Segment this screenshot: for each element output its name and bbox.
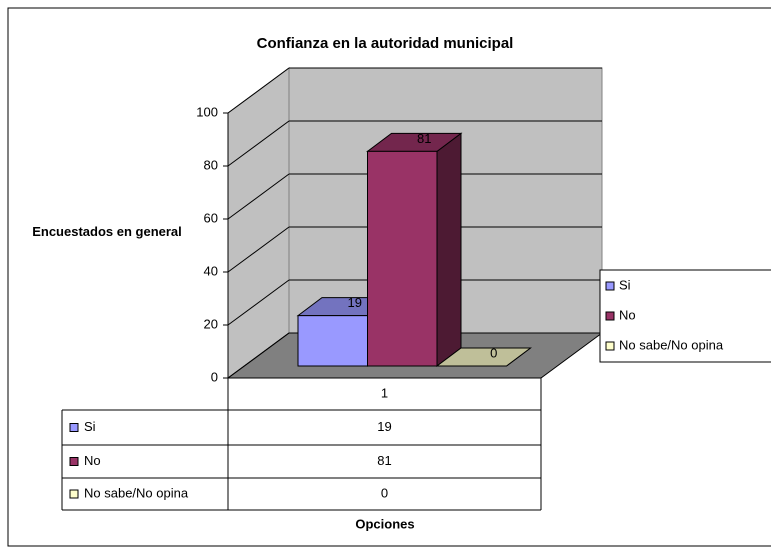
legend-swatch <box>605 341 615 351</box>
table-cell: 19 <box>377 419 391 434</box>
x-tick-label: 1 <box>381 385 388 400</box>
legend-box <box>599 269 771 363</box>
y-axis-label: Encuestados en general <box>32 224 182 239</box>
y-tick-label: 60 <box>204 210 218 225</box>
grid-line <box>227 226 290 273</box>
table-cell: 81 <box>377 453 391 468</box>
legend-swatch <box>605 311 615 321</box>
y-tick-label: 40 <box>204 263 218 278</box>
grid-line <box>227 173 290 220</box>
table-row-label: No sabe/No opina <box>84 485 189 500</box>
grid-line <box>227 279 290 326</box>
x-axis-label: Opciones <box>355 516 414 531</box>
legend-swatch <box>605 281 615 291</box>
table-row-label: No <box>84 453 101 468</box>
table-swatch <box>69 489 79 499</box>
y-tick-label: 80 <box>204 157 218 172</box>
bar <box>367 150 438 367</box>
side-wall <box>227 67 290 379</box>
legend-label: No <box>619 307 636 322</box>
y-tick-label: 0 <box>211 369 218 384</box>
data-label: 0 <box>490 345 497 360</box>
grid-line <box>227 67 290 114</box>
chart-title: Confianza en la autoridad municipal <box>257 35 514 52</box>
legend-label: No sabe/No opina <box>619 337 724 352</box>
table-swatch <box>69 423 79 432</box>
bar-side <box>436 132 462 367</box>
table-row-label: Si <box>84 419 96 434</box>
data-label: 81 <box>417 131 431 146</box>
grid-line <box>227 332 290 379</box>
legend-label: Si <box>619 277 631 292</box>
y-tick-label: 100 <box>196 104 218 119</box>
bar-top <box>435 347 532 367</box>
grid-line <box>227 120 290 167</box>
table-cell: 0 <box>381 485 388 500</box>
table-swatch <box>69 457 79 466</box>
bar <box>297 315 368 367</box>
y-tick-label: 20 <box>204 316 218 331</box>
data-label: 19 <box>348 295 362 310</box>
